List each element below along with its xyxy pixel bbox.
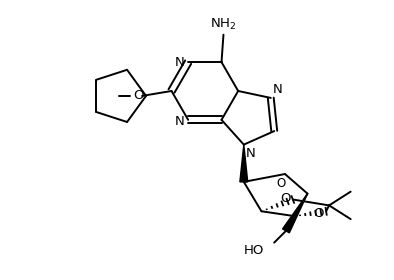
Text: O: O xyxy=(314,207,324,220)
Text: NH$_2$: NH$_2$ xyxy=(210,17,237,32)
Text: HO: HO xyxy=(244,244,264,257)
Text: O: O xyxy=(276,177,285,190)
Text: N: N xyxy=(175,115,184,128)
Polygon shape xyxy=(282,194,307,233)
Text: O: O xyxy=(281,192,291,205)
Text: N: N xyxy=(175,56,184,69)
Text: N: N xyxy=(246,146,256,160)
Text: N: N xyxy=(273,83,282,96)
Text: O: O xyxy=(133,89,143,102)
Polygon shape xyxy=(240,144,248,182)
